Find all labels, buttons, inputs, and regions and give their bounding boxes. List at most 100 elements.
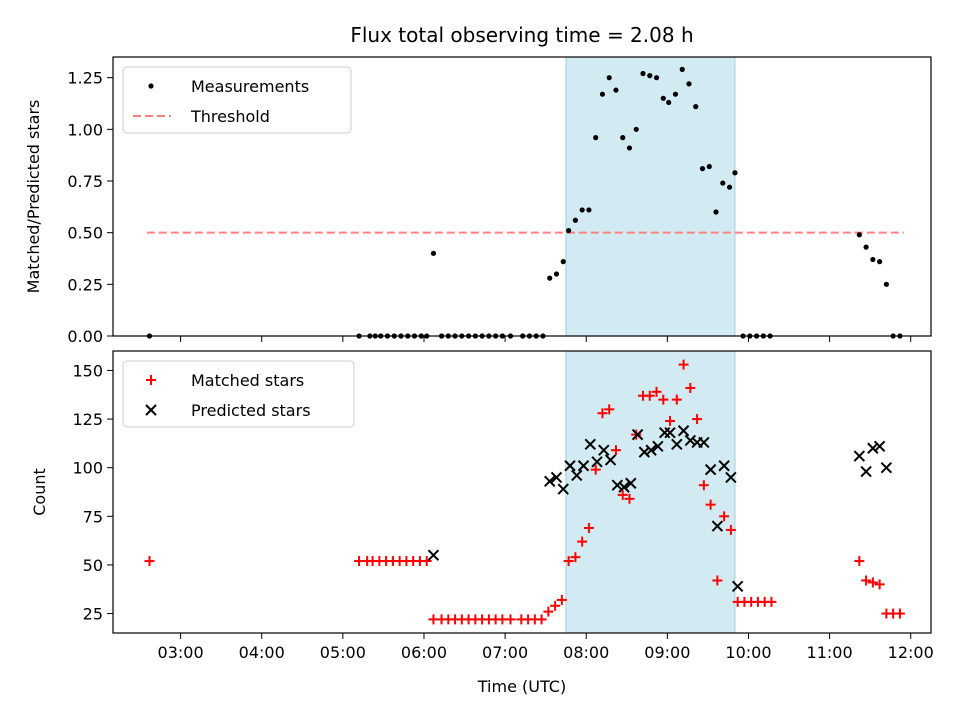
measurement-point: [430, 250, 437, 256]
measurement-point: [699, 166, 706, 172]
predicted-point: [625, 477, 637, 489]
x-tick-label: 08:00: [563, 643, 609, 662]
predicted-point: [873, 440, 886, 453]
matched-point: [583, 522, 594, 533]
predicted-point: [557, 483, 569, 495]
measurement-point: [640, 70, 646, 77]
matched-point: [421, 556, 432, 567]
matched-point: [604, 404, 615, 415]
measurement-point: [572, 217, 579, 223]
matched-point: [685, 382, 696, 393]
legend-marker-dot: [148, 83, 154, 89]
y-tick-label: 150: [72, 361, 103, 380]
measurement-point: [579, 207, 585, 213]
predicted-point: [577, 460, 590, 472]
matched-point: [874, 579, 885, 590]
legend: Measurements Threshold: [122, 66, 352, 134]
predicted-point: [725, 471, 737, 484]
y-axis-label: Count: [30, 468, 49, 516]
measurement-point: [706, 163, 712, 170]
chart-title: Flux total observing time = 2.08 h: [350, 23, 693, 47]
measurement-point: [586, 207, 592, 213]
matched-point: [861, 575, 872, 586]
predicted-point: [631, 428, 644, 441]
measurement-point: [870, 256, 876, 263]
predicted-point: [880, 461, 893, 474]
matched-point: [536, 614, 547, 625]
legend: Matched stars Predicted stars: [122, 360, 355, 428]
counts-panel: 25 50 75 100 125 150 03:00 04:00 05:00 06:00 07:00…: [30, 350, 934, 696]
measurement-point: [672, 91, 679, 97]
matched-point: [624, 493, 635, 504]
predicted-point: [664, 426, 676, 439]
x-tick-label: 10:00: [725, 643, 771, 662]
predicted-point: [711, 520, 724, 532]
matched-point: [644, 390, 655, 401]
matched-point: [719, 511, 730, 522]
matched-point: [563, 556, 574, 567]
y-tick-label: 75: [83, 507, 103, 526]
measurement-point: [626, 145, 633, 151]
y-axis-label: Matched/Predicted stars: [24, 100, 43, 294]
predicted-point: [677, 425, 690, 437]
measurement-point: [732, 170, 738, 176]
predicted-point: [564, 460, 576, 472]
measurement-point: [633, 126, 639, 132]
matched-point: [671, 394, 682, 405]
legend-label: Matched stars: [191, 371, 304, 390]
measurement-point: [613, 87, 619, 93]
measurement-point: [660, 95, 666, 101]
x-tick-label: 09:00: [644, 643, 690, 662]
predicted-point: [698, 436, 710, 449]
predicted-point: [867, 442, 879, 454]
y-tick-label: 0.50: [67, 224, 103, 243]
y-tick-label: 125: [72, 410, 103, 429]
measurement-point: [720, 180, 726, 186]
series-matched-stars: [144, 359, 905, 625]
measurement-point: [566, 228, 572, 234]
measurement-point: [560, 259, 566, 265]
measurement-point: [883, 281, 889, 287]
x-tick-label: 04:00: [239, 643, 285, 662]
measurement-point: [653, 75, 660, 81]
predicted-point: [684, 434, 697, 447]
x-tick-label: 12:00: [888, 643, 934, 662]
matched-point: [577, 536, 588, 547]
measurements-panel: 0.00 0.25 0.50 0.75 1.00 1.25 Matched/Predicte…: [24, 56, 932, 346]
matched-point: [570, 552, 581, 563]
measurement-point: [726, 184, 733, 190]
legend-marker-x: [145, 404, 157, 416]
plot-frame: [112, 56, 932, 337]
predicted-point: [427, 549, 440, 561]
measurement-point: [666, 99, 672, 106]
matched-point: [658, 394, 669, 405]
measurement-point: [606, 75, 612, 81]
matched-point: [597, 408, 608, 419]
y-tick-label: 100: [72, 459, 103, 478]
x-tick-label: 03:00: [158, 643, 204, 662]
matched-point: [698, 480, 709, 491]
y-tick-label: 25: [83, 605, 103, 624]
predicted-point: [591, 456, 603, 468]
x-tick-label: 05:00: [320, 643, 366, 662]
y-tick-label: 0.00: [67, 327, 103, 346]
matched-point: [556, 594, 567, 605]
legend-box: [122, 360, 355, 428]
predicted-point: [611, 479, 624, 491]
predicted-point: [584, 438, 596, 451]
predicted-point: [645, 444, 657, 456]
predicted-point: [718, 460, 730, 472]
predicted-point: [544, 475, 556, 488]
predicted-point: [853, 450, 866, 462]
measurement-point: [547, 275, 553, 281]
observing-window-shade: [565, 56, 736, 337]
matched-point: [692, 414, 703, 425]
predicted-point: [860, 465, 872, 478]
predicted-point: [652, 440, 664, 453]
predicted-point: [550, 471, 563, 484]
predicted-point: [571, 469, 583, 482]
y-tick-label: 1.25: [67, 69, 103, 88]
measurement-point: [877, 259, 883, 265]
matched-point: [144, 556, 155, 567]
